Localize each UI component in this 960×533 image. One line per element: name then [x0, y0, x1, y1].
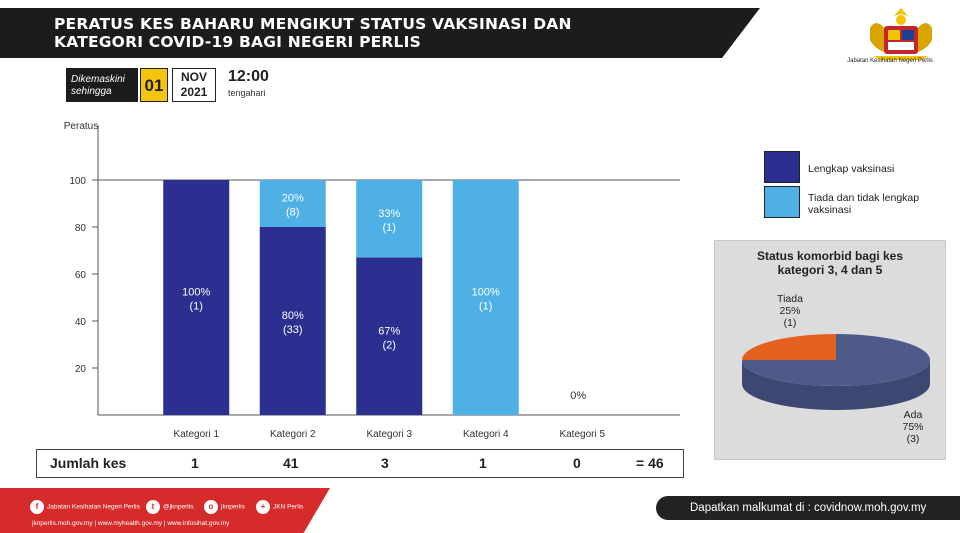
bar-label-1-4: 100% — [472, 287, 500, 299]
title-banner — [0, 8, 760, 58]
pie-slice-tiada — [742, 334, 836, 360]
pie-side-ada — [742, 360, 930, 410]
footer-twitter-link[interactable]: t @jknperlis — [146, 500, 193, 514]
total-value-1: 1 — [191, 455, 199, 471]
crest-label: Jabatan Kesihatan Negeri Perlis — [847, 58, 933, 64]
pie-label-tiada-count: (1) — [783, 317, 797, 329]
y-tick-label-60: 60 — [75, 270, 87, 281]
legend-label-complete: Lengkap vaksinasi — [808, 163, 895, 175]
app-icon: + — [256, 500, 270, 514]
total-value-5: 0 — [573, 455, 581, 471]
total-sum: = 46 — [636, 455, 664, 471]
x-tick-label-5: Kategori 5 — [559, 429, 605, 440]
pie-label-ada-name: Ada — [903, 409, 923, 421]
legend-swatch-complete — [764, 151, 800, 183]
y-tick-label-80: 80 — [75, 223, 87, 234]
bar-label-0-2: 80% — [282, 310, 304, 322]
update-time-note: tengahari — [228, 88, 266, 98]
pie-slice-ada — [742, 334, 930, 386]
x-tick-label-3: Kategori 3 — [366, 429, 412, 440]
x-tick-label-1: Kategori 1 — [173, 429, 219, 440]
twitter-icon: t — [146, 500, 160, 514]
pie-label-tiada-name: Tiada — [777, 293, 803, 305]
bar-label-1-3: 33% — [378, 208, 400, 220]
total-value-3: 3 — [381, 455, 389, 471]
footer-social-bar — [0, 488, 330, 533]
legend-label-incomplete-line-2: vaksinasi — [808, 204, 852, 216]
legend-label-incomplete-line-1: Tiada dan tidak lengkap — [808, 192, 920, 204]
bar-count-0-2: (33) — [283, 324, 303, 336]
footer-website-links[interactable]: jknperlis.moh.gov.my | www.myhealth.gov.… — [32, 520, 230, 527]
pie-label-tiada-pct: 25% — [779, 305, 801, 317]
bar-count-1-2: (8) — [286, 207, 299, 219]
bar-label-1-2: 20% — [282, 193, 304, 205]
footer-facebook-text: Jabatan Kesihatan Negeri Perlis — [47, 503, 140, 511]
x-tick-label-2: Kategori 2 — [270, 429, 316, 440]
total-label: Jumlah kes — [50, 455, 127, 471]
y-tick-label-20: 20 — [75, 364, 87, 375]
pie-label-ada: Ada 75% (3) — [896, 409, 930, 445]
x-tick-label-4: Kategori 4 — [463, 429, 509, 440]
footer-source-bar — [656, 496, 960, 520]
update-day: 01 — [140, 68, 168, 102]
bar-complete-2 — [259, 227, 326, 415]
update-label: Dikemaskini sehingga — [66, 68, 138, 102]
instagram-icon: o — [204, 500, 218, 514]
update-label-line-2: sehingga — [71, 86, 112, 97]
footer-app-link[interactable]: + JKN Perlis — [256, 500, 303, 514]
bar-label-0-3: 67% — [378, 325, 400, 337]
update-label-line-1: Dikemaskini — [71, 74, 125, 85]
y-tick-label-100: 100 — [69, 176, 86, 187]
total-value-2: 41 — [283, 455, 299, 471]
bar-count-0-3: (2) — [383, 339, 396, 351]
bar-incomplete-2 — [259, 180, 326, 227]
total-row — [36, 449, 684, 478]
update-time: 12:00 — [228, 68, 269, 85]
legend-label-incomplete: Tiada dan tidak lengkap vaksinasi — [808, 192, 919, 216]
pie-label-ada-pct: 75% — [902, 421, 924, 433]
y-axis-title: Peratus — [64, 121, 98, 132]
pie-label-tiada: Tiada 25% (1) — [772, 293, 808, 329]
pie-title-line-2: kategori 3, 4 dan 5 — [777, 263, 883, 277]
footer-instagram-link[interactable]: o jknperlis — [204, 500, 245, 514]
malaysia-crest-icon — [870, 8, 932, 60]
bar-count-1-4: (1) — [479, 301, 492, 313]
bar-count-1-3: (1) — [383, 222, 396, 234]
footer-app-text: JKN Perlis — [273, 503, 304, 511]
page-title: PERATUS KES BAHARU MENGIKUT STATUS VAKSI… — [54, 15, 694, 51]
footer-twitter-text: @jknperlis — [163, 503, 194, 511]
pie-label-ada-count: (3) — [906, 433, 920, 445]
total-value-4: 1 — [479, 455, 487, 471]
bar-count-0-1: (1) — [190, 301, 203, 313]
update-year: 2021 — [180, 85, 208, 99]
footer-facebook-link[interactable]: f Jabatan Kesihatan Negeri Perlis — [30, 500, 140, 514]
y-tick-label-40: 40 — [75, 317, 87, 328]
update-month: NOV 2021 — [172, 68, 216, 102]
bar-zero-label-5: 0% — [570, 390, 586, 402]
bar-incomplete-4 — [452, 180, 519, 415]
update-month-name: NOV — [180, 70, 207, 84]
bar-complete-1 — [163, 180, 230, 415]
pie-title: Status komorbid bagi kes kategori 3, 4 d… — [722, 249, 938, 277]
footer-source-text[interactable]: Dapatkan malkumat di : covidnow.moh.gov.… — [690, 502, 927, 514]
legend-swatch-incomplete — [764, 186, 800, 218]
facebook-icon: f — [30, 500, 44, 514]
footer-instagram-text: jknperlis — [221, 503, 245, 511]
pie-title-line-1: Status komorbid bagi kes — [756, 249, 904, 263]
bar-complete-3 — [356, 257, 423, 415]
title-line-2: KATEGORI COVID-19 BAGI NEGERI PERLIS — [54, 33, 421, 51]
bar-label-0-1: 100% — [182, 287, 210, 299]
title-line-1: PERATUS KES BAHARU MENGIKUT STATUS VAKSI… — [54, 15, 572, 33]
bar-incomplete-3 — [356, 180, 423, 258]
